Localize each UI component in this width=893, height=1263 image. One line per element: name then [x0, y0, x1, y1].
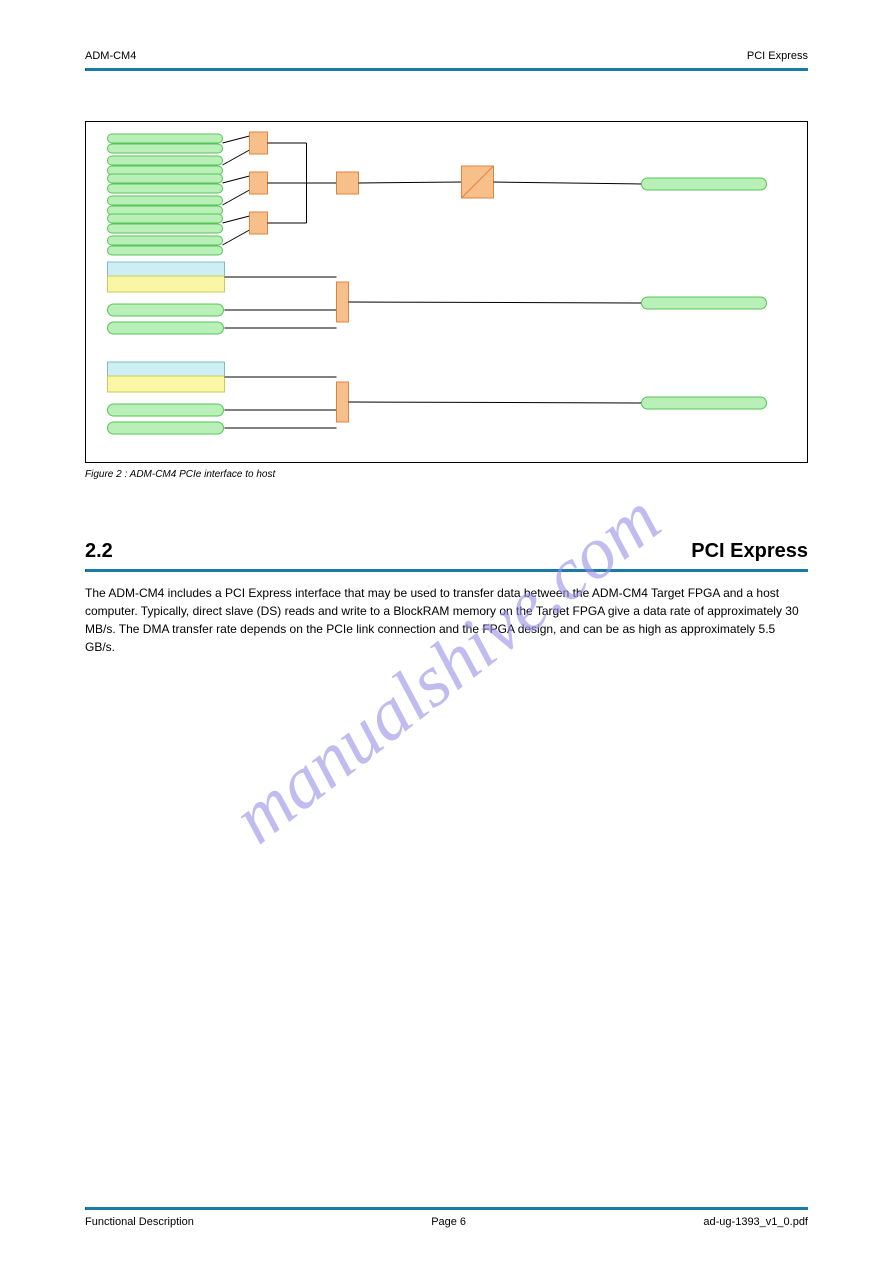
section-heading-row: 2.2 PCI Express — [85, 540, 808, 569]
figure-box — [85, 121, 808, 463]
footer-right: ad-ug-1393_v1_0.pdf — [703, 1216, 808, 1228]
page: ADM-CM4 PCI Express Figure 2 : ADM-CM4 P… — [0, 0, 893, 1263]
figure-caption: Figure 2 : ADM-CM4 PCIe interface to hos… — [85, 469, 808, 480]
body-paragraph: The ADM-CM4 includes a PCI Express inter… — [85, 584, 808, 656]
body-p1-part2: The DMA transfer rate depends on the PCI… — [119, 622, 759, 636]
section-number: 2.2 — [85, 540, 113, 563]
page-footer: Functional Description Page 6 ad-ug-1393… — [85, 1207, 808, 1228]
page-header: ADM-CM4 PCI Express — [85, 50, 808, 62]
figure-wrap: Figure 2 : ADM-CM4 PCIe interface to hos… — [85, 121, 808, 480]
section-title: PCI Express — [691, 540, 808, 563]
pcie-diagram — [86, 122, 807, 462]
footer-page: Page 6 — [431, 1216, 466, 1228]
footer-rule — [85, 1207, 808, 1210]
header-left: ADM-CM4 — [85, 50, 136, 62]
header-right: PCI Express — [747, 50, 808, 62]
footer-left: Functional Description — [85, 1216, 194, 1228]
watermark: manualshive.com — [217, 477, 676, 862]
section-rule — [85, 569, 808, 572]
header-rule — [85, 68, 808, 71]
